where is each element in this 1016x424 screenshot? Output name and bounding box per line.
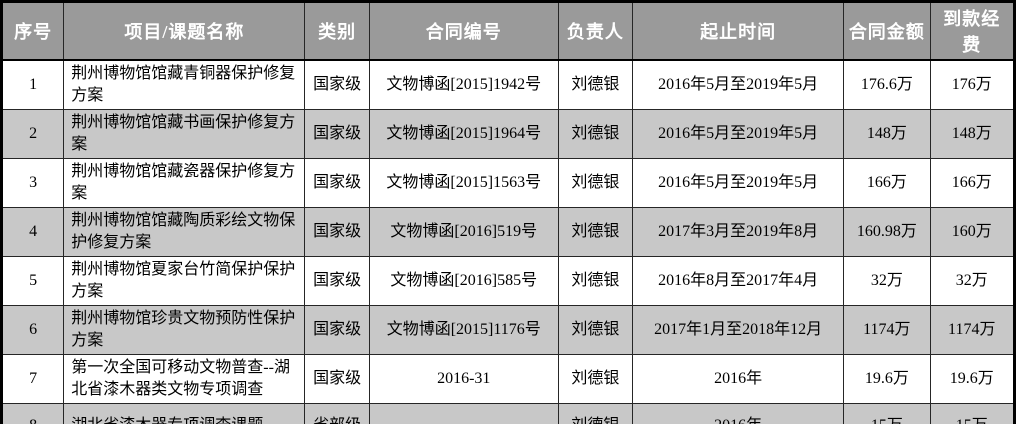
cell-received-funds: 160万: [929, 207, 1016, 257]
cell-leader: 刘德银: [557, 256, 634, 306]
cell-period: 2016年8月至2017年4月: [632, 256, 845, 306]
col-header-contract-amount: 合同金额: [843, 1, 931, 61]
cell-index: 1: [0, 59, 65, 110]
cell-contract-no: 文物博函[2016]585号: [368, 256, 559, 306]
cell-contract-amount: 166万: [843, 158, 931, 208]
table-body: 1 荆州博物馆馆藏青铜器保护修复方案 国家级 文物博函[2015]1942号 刘…: [0, 59, 1016, 424]
cell-contract-no: 文物博函[2015]1964号: [368, 109, 559, 159]
table-row: 1 荆州博物馆馆藏青铜器保护修复方案 国家级 文物博函[2015]1942号 刘…: [0, 59, 1016, 110]
cell-project-name: 荆州博物馆珍贵文物预防性保护方案: [63, 305, 306, 355]
cell-leader: 刘德银: [557, 158, 634, 208]
col-header-received-funds: 到款经费: [929, 1, 1016, 61]
cell-contract-no: 文物博函[2015]1563号: [368, 158, 559, 208]
cell-project-name: 湖北省漆木器专项调查课题: [63, 403, 306, 424]
cell-contract-amount: 32万: [843, 256, 931, 306]
col-header-period: 起止时间: [632, 1, 845, 61]
col-header-category: 类别: [304, 1, 370, 61]
cell-index: 4: [0, 207, 65, 257]
cell-index: 6: [0, 305, 65, 355]
cell-project-name: 荆州博物馆馆藏书画保护修复方案: [63, 109, 306, 159]
cell-category: 国家级: [304, 207, 370, 257]
cell-received-funds: 19.6万: [929, 354, 1016, 404]
col-header-index: 序号: [0, 1, 65, 61]
cell-received-funds: 1174万: [929, 305, 1016, 355]
table-row: 3 荆州博物馆馆藏瓷器保护修复方案 国家级 文物博函[2015]1563号 刘德…: [0, 158, 1016, 208]
cell-contract-no: 文物博函[2015]1942号: [368, 59, 559, 110]
cell-leader: 刘德银: [557, 59, 634, 110]
cell-project-name: 第一次全国可移动文物普查--湖北省漆木器类文物专项调查: [63, 354, 306, 404]
cell-index: 8: [0, 403, 65, 424]
cell-project-name: 荆州博物馆馆藏瓷器保护修复方案: [63, 158, 306, 208]
cell-category: 国家级: [304, 305, 370, 355]
cell-contract-amount: 15万: [843, 403, 931, 424]
col-header-project-name: 项目/课题名称: [63, 1, 306, 61]
cell-period: 2016年: [632, 403, 845, 424]
cell-received-funds: 176万: [929, 59, 1016, 110]
table-row: 4 荆州博物馆馆藏陶质彩绘文物保护修复方案 国家级 文物博函[2016]519号…: [0, 207, 1016, 257]
cell-leader: 刘德银: [557, 305, 634, 355]
cell-index: 5: [0, 256, 65, 306]
cell-leader: 刘德银: [557, 109, 634, 159]
cell-index: 7: [0, 354, 65, 404]
cell-contract-no: 文物博函[2015]1176号: [368, 305, 559, 355]
cell-leader: 刘德银: [557, 354, 634, 404]
cell-category: 国家级: [304, 354, 370, 404]
cell-period: 2016年: [632, 354, 845, 404]
header-row: 序号 项目/课题名称 类别 合同编号 负责人 起止时间 合同金额 到款经费: [0, 1, 1016, 61]
cell-contract-amount: 176.6万: [843, 59, 931, 110]
cell-contract-amount: 160.98万: [843, 207, 931, 257]
cell-category: 国家级: [304, 109, 370, 159]
table-row: 8 湖北省漆木器专项调查课题 省部级 刘德银 2016年 15万 15万: [0, 403, 1016, 424]
table-row: 5 荆州博物馆夏家台竹简保护保护方案 国家级 文物博函[2016]585号 刘德…: [0, 256, 1016, 306]
table-row: 7 第一次全国可移动文物普查--湖北省漆木器类文物专项调查 国家级 2016-3…: [0, 354, 1016, 404]
cell-leader: 刘德银: [557, 403, 634, 424]
cell-leader: 刘德银: [557, 207, 634, 257]
cell-period: 2016年5月至2019年5月: [632, 109, 845, 159]
cell-contract-no: 2016-31: [368, 354, 559, 404]
cell-project-name: 荆州博物馆馆藏陶质彩绘文物保护修复方案: [63, 207, 306, 257]
cell-received-funds: 148万: [929, 109, 1016, 159]
cell-index: 3: [0, 158, 65, 208]
cell-contract-no: [368, 403, 559, 424]
table-row: 6 荆州博物馆珍贵文物预防性保护方案 国家级 文物博函[2015]1176号 刘…: [0, 305, 1016, 355]
cell-contract-amount: 19.6万: [843, 354, 931, 404]
col-header-contract-no: 合同编号: [368, 1, 559, 61]
cell-received-funds: 32万: [929, 256, 1016, 306]
cell-index: 2: [0, 109, 65, 159]
cell-contract-amount: 1174万: [843, 305, 931, 355]
cell-category: 国家级: [304, 256, 370, 306]
table-row: 2 荆州博物馆馆藏书画保护修复方案 国家级 文物博函[2015]1964号 刘德…: [0, 109, 1016, 159]
cell-category: 国家级: [304, 158, 370, 208]
cell-contract-no: 文物博函[2016]519号: [368, 207, 559, 257]
cell-period: 2016年5月至2019年5月: [632, 59, 845, 110]
cell-project-name: 荆州博物馆夏家台竹简保护保护方案: [63, 256, 306, 306]
cell-project-name: 荆州博物馆馆藏青铜器保护修复方案: [63, 59, 306, 110]
cell-contract-amount: 148万: [843, 109, 931, 159]
cell-period: 2017年3月至2019年8月: [632, 207, 845, 257]
cell-category: 省部级: [304, 403, 370, 424]
cell-period: 2017年1月至2018年12月: [632, 305, 845, 355]
cell-category: 国家级: [304, 59, 370, 110]
col-header-leader: 负责人: [557, 1, 634, 61]
cell-received-funds: 15万: [929, 403, 1016, 424]
cell-period: 2016年5月至2019年5月: [632, 158, 845, 208]
cell-received-funds: 166万: [929, 158, 1016, 208]
